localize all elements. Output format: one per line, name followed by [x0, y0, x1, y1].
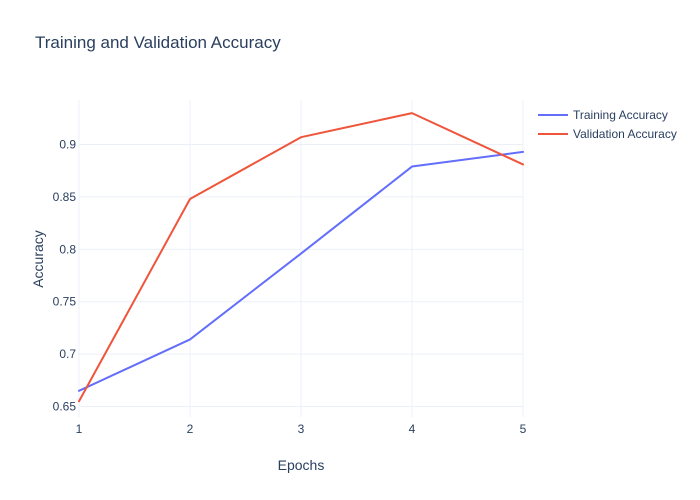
series-lines [78, 112, 524, 403]
legend-item-training[interactable]: Training Accuracy [538, 105, 677, 124]
chart-title: Training and Validation Accuracy [35, 33, 281, 52]
x-tick-label: 4 [409, 422, 416, 436]
series-line-validation [78, 112, 524, 403]
y-tick-label: 0.8 [59, 242, 76, 256]
x-axis-title: Epochs [277, 457, 325, 473]
legend-label-training: Training Accuracy [573, 107, 668, 122]
legend-swatch-validation [538, 132, 568, 135]
x-axis-ticks: 1 2 3 4 5 [76, 422, 527, 436]
x-tick-label: 1 [76, 422, 83, 436]
series-line-training [78, 150, 524, 392]
y-tick-label: 0.65 [53, 400, 77, 414]
legend-label-validation: Validation Accuracy [573, 126, 677, 141]
x-tick-label: 5 [520, 422, 527, 436]
legend-item-validation[interactable]: Validation Accuracy [538, 124, 677, 143]
y-tick-label: 0.85 [53, 190, 77, 204]
y-tick-label: 0.75 [53, 295, 77, 309]
y-tick-label: 0.7 [59, 347, 76, 361]
x-tick-label: 2 [187, 422, 194, 436]
y-axis-title: Accuracy [30, 230, 46, 288]
legend-swatch-training [538, 113, 568, 116]
grid [78, 100, 524, 417]
legend: Training Accuracy Validation Accuracy [538, 105, 677, 143]
y-axis-ticks: 0.65 0.7 0.75 0.8 0.85 0.9 [53, 138, 77, 414]
y-tick-label: 0.9 [59, 138, 76, 152]
x-tick-label: 3 [298, 422, 305, 436]
